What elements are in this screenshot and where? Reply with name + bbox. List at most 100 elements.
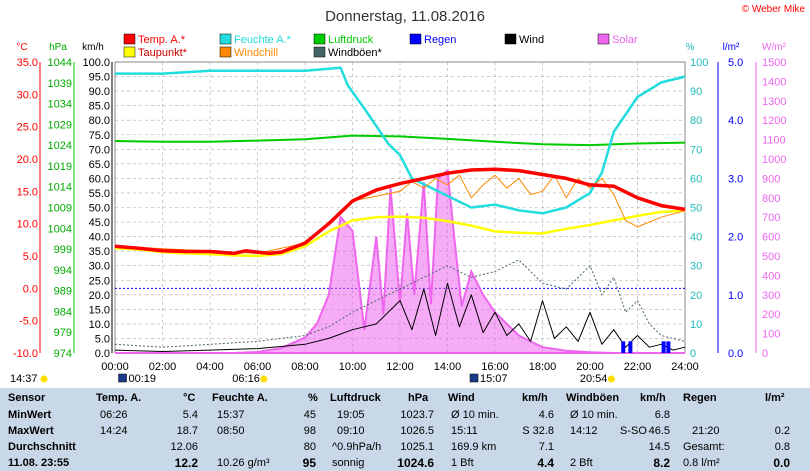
solar-tick-label: 200 [762, 309, 780, 321]
gust-min-value: 6.8 [654, 409, 670, 421]
gust-max-value: 46.5 [648, 425, 670, 437]
wind-tick-label: 15.0 [89, 304, 110, 316]
legend-label: Taupunkt* [138, 47, 188, 59]
x-tick-label: 14:00 [434, 361, 462, 373]
solar-tick-label: 900 [762, 173, 780, 185]
temp-tick-label: 20.0 [17, 154, 38, 166]
sensor-header: Sensor [8, 392, 46, 404]
rain-today: 0.8 l/m² [683, 457, 720, 469]
wind-beaufort: 1 Bft [451, 457, 474, 469]
pressure-tick-label: 1029 [48, 119, 72, 131]
weather-forecast: sonnig [332, 457, 365, 469]
rain-bar [628, 341, 633, 353]
legend-label: Temp. A.* [138, 34, 186, 46]
solar-tick-label: 1300 [762, 96, 786, 108]
pressure-tick-label: 1014 [48, 182, 72, 194]
legend-label: Windchill [234, 47, 278, 59]
row-label: Durchschnitt [8, 441, 76, 453]
humidity-axis-unit: % [686, 42, 695, 53]
humidity-tick-label: 20 [690, 290, 702, 302]
rain-bar [621, 341, 626, 353]
x-tick-label: 10:00 [339, 361, 367, 373]
wind-tick-label: 25.0 [89, 275, 110, 287]
temp-tick-label: -10.0 [13, 348, 38, 360]
legend-label: Feuchte A.* [234, 34, 292, 46]
press-min-time: 19:05 [337, 409, 365, 421]
press-min-value: 1023.7 [400, 409, 434, 421]
legend-swatch [504, 33, 517, 45]
solar-tick-label: 800 [762, 193, 780, 205]
humidity-tick-label: 30 [690, 261, 702, 273]
hum-max-time: 08:50 [217, 425, 245, 437]
series-solar [115, 168, 685, 354]
temp-tick-label: 25.0 [17, 122, 38, 134]
sunset-marker-label: 20:54 [580, 373, 608, 385]
legend-label: Windböen* [328, 47, 383, 59]
wind-tick-label: 70.0 [89, 144, 110, 156]
temp-tick-label: -5.0 [19, 316, 38, 328]
solar-axis-unit: W/m² [762, 42, 787, 53]
wind-tick-label: 60.0 [89, 173, 110, 185]
wind-tick-label: 30.0 [89, 261, 110, 273]
hum-current-value: 95 [302, 456, 316, 470]
gust-max-desc: 14:12 [570, 425, 598, 437]
wind-min-value: 4.6 [538, 409, 554, 421]
pressure-tick-label: 1044 [48, 57, 72, 69]
temp-max-value: 18.7 [176, 425, 198, 437]
moonset-marker-label: 15:07 [480, 373, 508, 385]
pressure-tick-label: 1039 [48, 78, 72, 90]
solar-tick-label: 500 [762, 251, 780, 263]
press-current-value: 1024.6 [397, 456, 434, 470]
press-max-time: 09:10 [337, 425, 365, 437]
pressure-tick-label: 1009 [48, 203, 72, 215]
pressure-tick-label: 974 [54, 348, 72, 360]
solar-tick-label: 400 [762, 270, 780, 282]
wind-tick-label: 90.0 [89, 86, 110, 98]
x-tick-label: 04:00 [196, 361, 224, 373]
pressure-unit-header: hPa [408, 392, 429, 404]
x-tick-label: 00:00 [101, 361, 129, 373]
solar-tick-label: 0 [762, 348, 768, 360]
gust-min-desc: Ø 10 min. [570, 409, 618, 421]
pressure-header: Luftdruck [330, 392, 381, 404]
hum-min-time: 15:37 [217, 409, 245, 421]
pressure-tick-label: 994 [54, 265, 72, 277]
rain-bar [666, 341, 671, 353]
humidity-tick-label: 70 [690, 144, 702, 156]
humidity-unit-header: % [308, 392, 318, 404]
legend-swatch [409, 33, 422, 45]
temp-tick-label: 10.0 [17, 219, 38, 231]
weather-chart: Donnerstag, 11.08.2016 © Weber Mike Temp… [10, 4, 805, 385]
temp-tick-label: 15.0 [17, 186, 38, 198]
row-label: MaxWert [8, 425, 54, 437]
legend-swatch [219, 33, 232, 45]
temp-tick-label: 5.0 [23, 251, 38, 263]
pressure-tick-label: 1024 [48, 140, 72, 152]
rain-tick-label: 2.0 [728, 232, 743, 244]
rain-total-label: Gesamt: [683, 441, 725, 453]
temp-min-time: 06:26 [100, 409, 128, 421]
solar-tick-label: 1200 [762, 115, 786, 127]
press-avg-value: 1025.1 [400, 441, 434, 453]
hum-avg-value: 80 [303, 441, 316, 453]
humidity-header: Feuchte A. [212, 392, 268, 404]
humidity-tick-label: 90 [690, 86, 702, 98]
wind-tick-label: 55.0 [89, 188, 110, 200]
temp-tick-label: 35.0 [17, 57, 38, 69]
wind-min-desc: Ø 10 min. [451, 409, 499, 421]
gust-unit-header: km/h [640, 392, 666, 404]
solar-tick-label: 1000 [762, 154, 786, 166]
temp-axis-unit: °C [16, 42, 27, 53]
hum-min-value: 45 [303, 409, 316, 421]
x-tick-label: 08:00 [291, 361, 319, 373]
press-trend: ^0.9hPa/h [332, 441, 382, 453]
pressure-tick-label: 1004 [48, 223, 72, 235]
wind-max-value: S 32.8 [522, 425, 554, 437]
rain-axis-unit: l/m² [723, 42, 740, 53]
series-luftdruck [114, 134, 686, 147]
wind-tick-label: 100.0 [82, 57, 110, 69]
wind-axis-unit: km/h [82, 42, 104, 53]
gust-header: Windböen [566, 392, 620, 404]
x-tick-label: 22:00 [624, 361, 652, 373]
sunrise-marker [260, 375, 268, 383]
